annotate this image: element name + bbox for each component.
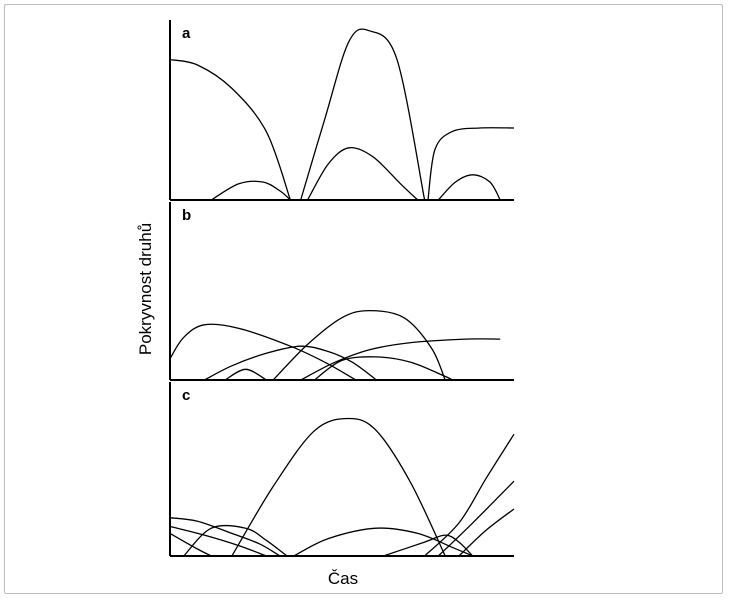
- panel-label: b: [182, 207, 191, 224]
- panel-label: a: [182, 25, 191, 42]
- panel-label: c: [182, 387, 190, 404]
- series-line: [437, 480, 515, 557]
- panel-b: b: [169, 202, 514, 381]
- series-line: [224, 368, 267, 381]
- series-line: [169, 525, 267, 557]
- series-line: [427, 127, 515, 201]
- series-line: [437, 174, 501, 201]
- panel-a: a: [169, 20, 515, 201]
- series-line: [210, 180, 291, 201]
- series-line: [383, 534, 474, 557]
- series-line: [272, 309, 446, 381]
- series-line: [458, 508, 515, 557]
- y-axis-label: Pokryvnost druhů: [136, 223, 155, 355]
- series-line: [169, 532, 212, 557]
- series-line: [204, 345, 377, 381]
- series-line: [300, 338, 501, 381]
- series-line: [300, 28, 426, 201]
- panels-group: a b c: [169, 20, 515, 557]
- series-line: [169, 58, 292, 201]
- series-line: [169, 323, 357, 381]
- x-axis-label: Čas: [328, 569, 358, 588]
- series-line: [424, 433, 515, 557]
- panel-c: c: [169, 382, 515, 557]
- series-line: [183, 524, 288, 557]
- figure-frame: [4, 4, 723, 594]
- series-line: [307, 146, 419, 201]
- series-line: [293, 527, 473, 557]
- series-line: [169, 517, 281, 557]
- series-line: [231, 417, 446, 557]
- series-line: [314, 356, 453, 381]
